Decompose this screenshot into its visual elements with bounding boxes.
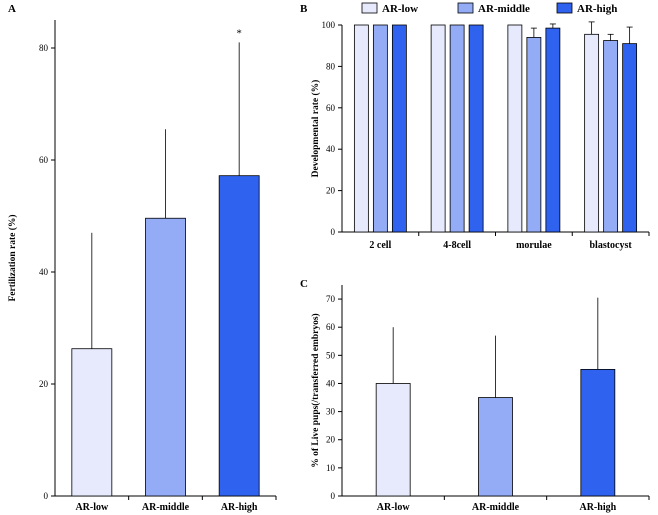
x-tick-label: AR-high — [579, 502, 616, 513]
bar-ar-high-1 — [468, 24, 484, 233]
bar-ar-middle-1 — [449, 24, 465, 233]
legend-swatch — [457, 2, 474, 14]
x-tick-label: morulae — [516, 240, 552, 251]
x-tick-label: AR-middle — [142, 502, 190, 513]
y-tick-label: 70 — [326, 294, 336, 304]
x-tick-label: 4-8cell — [443, 240, 471, 251]
y-tick-label: 0 — [331, 491, 336, 501]
y-tick-label: 20 — [326, 186, 336, 196]
y-tick-label: 0 — [44, 491, 49, 501]
bar-ar-low-0 — [353, 24, 369, 233]
x-tick-label: AR-high — [221, 502, 258, 513]
bar-ar-middle — [145, 217, 186, 497]
legend-label: AR-high — [577, 3, 617, 15]
bar-ar-middle — [478, 397, 513, 497]
y-axis-label: % of Live pups(/transferred embryos) — [310, 313, 321, 467]
panel-b-chart: 0 20 40 60 80 100 Developmental rate (%) B 2 cel… — [300, 2, 650, 251]
bar-ar-low-3 — [584, 33, 600, 233]
bar-ar-middle-2 — [526, 37, 542, 233]
significance-mark: * — [236, 27, 242, 39]
x-tick-label: blastocyst — [590, 240, 633, 251]
y-tick-label: 60 — [39, 155, 49, 165]
legend-swatch — [556, 2, 573, 14]
bar-ar-middle-0 — [372, 24, 388, 233]
y-tick-label: 100 — [322, 20, 336, 30]
y-tick-label: 60 — [326, 103, 336, 113]
legend-label: AR-middle — [478, 3, 530, 15]
panel-label: A — [8, 3, 16, 15]
y-tick-label: 80 — [39, 43, 49, 53]
panel-label: C — [300, 278, 308, 290]
bar-ar-low — [375, 383, 411, 497]
x-tick-label: AR-middle — [472, 502, 520, 513]
y-tick-label: 30 — [326, 407, 336, 417]
legend: AR-low AR-middle AR-high — [361, 2, 617, 15]
legend-label: AR-low — [382, 3, 418, 15]
bar-ar-high-2 — [545, 27, 561, 233]
panel-label: B — [300, 3, 308, 15]
bar-ar-low-1 — [430, 24, 446, 233]
y-tick-label: 20 — [326, 435, 336, 445]
x-tick-label: AR-low — [377, 502, 411, 513]
y-axis-label: Fertilization rate (%) — [7, 214, 18, 301]
y-tick-label: 10 — [326, 463, 336, 473]
legend-swatch — [361, 2, 378, 14]
bar-ar-low — [71, 348, 113, 497]
bar-ar-high — [218, 175, 260, 497]
y-tick-label: 40 — [39, 267, 49, 277]
y-tick-label: 80 — [326, 61, 336, 71]
x-tick-label: AR-low — [75, 502, 109, 513]
y-tick-label: 0 — [331, 227, 336, 237]
y-tick-label: 20 — [39, 379, 49, 389]
bar-ar-high — [580, 368, 616, 497]
y-tick-label: 40 — [326, 378, 336, 388]
x-tick-label: 2 cell — [369, 240, 391, 251]
y-tick-label: 40 — [326, 144, 336, 154]
bar-ar-low-2 — [507, 24, 523, 233]
bar-ar-middle-3 — [603, 40, 619, 233]
y-tick-label: 60 — [326, 322, 336, 332]
bar-ar-high-3 — [622, 43, 638, 233]
panel-a-chart: 0 20 40 60 80 Fertilization rate (%) A AR-low AR… — [7, 3, 277, 513]
panel-c-chart: 0 10 20 30 40 50 60 70 % of Live pups(/transferr… — [300, 278, 650, 513]
bar-ar-high-0 — [391, 24, 407, 233]
y-tick-label: 50 — [326, 350, 336, 360]
y-axis-label: Developmental rate (%) — [310, 80, 321, 178]
